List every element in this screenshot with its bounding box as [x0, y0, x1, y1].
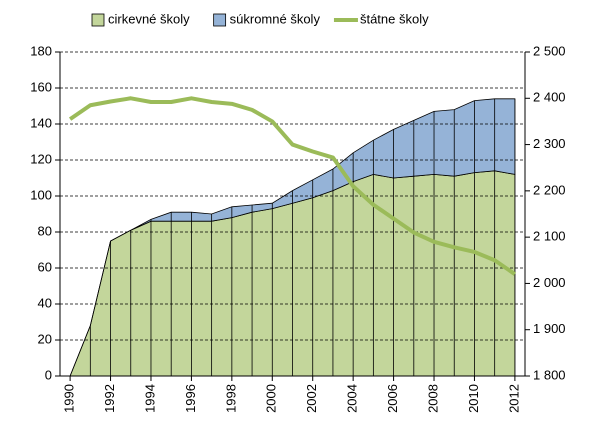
y-tick-label: 120: [30, 151, 52, 166]
x-tick-label: 2008: [425, 384, 440, 413]
y2-tick-label: 2 000: [533, 275, 566, 290]
legend-label: súkromné školy: [230, 11, 321, 26]
legend-swatch: [213, 13, 227, 27]
y-tick-label: 180: [30, 43, 52, 58]
x-tick-label: 1992: [102, 384, 117, 413]
y2-tick-label: 1 800: [533, 367, 566, 382]
y2-tick-label: 2 200: [533, 182, 566, 197]
x-tick-label: 2004: [345, 384, 360, 413]
legend-label: cirkevné školy: [108, 11, 190, 26]
x-tick-label: 2002: [304, 384, 319, 413]
y-tick-label: 20: [38, 331, 52, 346]
x-tick-label: 2006: [385, 384, 400, 413]
y-tick-label: 160: [30, 79, 52, 94]
y2-tick-label: 1 900: [533, 321, 566, 336]
x-tick-label: 2000: [264, 384, 279, 413]
y2-tick-label: 2 500: [533, 43, 566, 58]
y2-tick-label: 2 400: [533, 90, 566, 105]
x-tick-label: 1998: [223, 384, 238, 413]
y-tick-label: 100: [30, 187, 52, 202]
y-tick-label: 140: [30, 115, 52, 130]
x-tick-label: 2012: [506, 384, 521, 413]
y-tick-label: 40: [38, 295, 52, 310]
legend-swatch: [91, 13, 105, 27]
x-tick-label: 1996: [183, 384, 198, 413]
y2-tick-label: 2 300: [533, 136, 566, 151]
line: [68, 96, 517, 276]
y-tick-label: 80: [38, 223, 52, 238]
x-tick-label: 1994: [142, 384, 157, 413]
x-tick-label: 1990: [62, 384, 77, 413]
x-tick-label: 2010: [466, 384, 481, 413]
y-tick-label: 60: [38, 259, 52, 274]
y-tick-label: 0: [45, 367, 52, 382]
y2-tick-label: 2 100: [533, 229, 566, 244]
legend-label: štátne školy: [360, 11, 429, 26]
